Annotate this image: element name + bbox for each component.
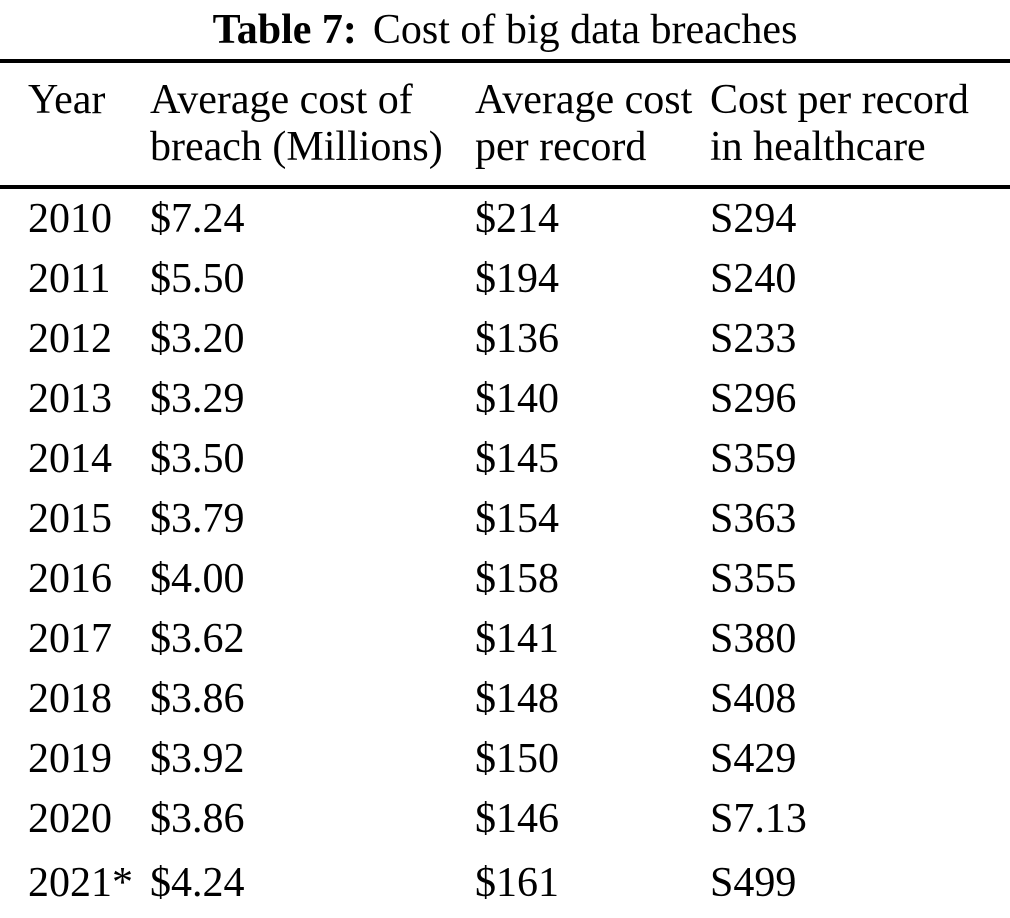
cell-avg-cost-per-record: $150 — [475, 736, 559, 782]
cell-avg-cost-per-record: $194 — [475, 256, 559, 302]
cell-cost-per-record-healthcare: S359 — [710, 436, 797, 482]
header-row: Year Average cost of breach (Millions) A… — [0, 61, 1010, 189]
table-row: 2016 $4.00 $158 S355 — [0, 549, 1010, 609]
cell-avg-cost-per-record: $158 — [475, 556, 559, 602]
cell-avg-cost-per-record: $214 — [475, 196, 559, 242]
cell-year: 2014 — [28, 436, 112, 482]
cell-avg-cost-breach: $3.50 — [150, 436, 245, 482]
cell-year: 2011 — [28, 256, 111, 302]
cell-avg-cost-breach: $4.24 — [150, 860, 245, 906]
table-caption: Table 7: Cost of big data breaches — [0, 0, 1010, 59]
cell-avg-cost-breach: $3.20 — [150, 316, 245, 362]
column-header-cost-per-record-healthcare: Cost per record in healthcare — [710, 61, 1010, 189]
cell-avg-cost-breach: $3.29 — [150, 376, 245, 422]
cell-avg-cost-per-record: $146 — [475, 796, 559, 842]
cell-year: 2015 — [28, 496, 112, 542]
cell-cost-per-record-healthcare: S296 — [710, 376, 797, 422]
cell-cost-per-record-healthcare: S240 — [710, 256, 797, 302]
column-header-year: Year — [0, 61, 150, 189]
table-row: 2013 $3.29 $140 S296 — [0, 369, 1010, 429]
cell-year: 2016 — [28, 556, 112, 602]
cell-avg-cost-breach: $3.86 — [150, 676, 245, 722]
cell-year: 2017 — [28, 616, 112, 662]
table-row: 2021* $4.24 $161 S499 — [0, 849, 1010, 918]
cell-avg-cost-breach: $3.92 — [150, 736, 245, 782]
table-body: 2010 $7.24 $214 S294 2011 $5.50 $194 S240 2012 $3… — [0, 187, 1010, 918]
cell-avg-cost-breach: $5.50 — [150, 256, 245, 302]
data-breach-cost-table: Year Average cost of breach (Millions) A… — [0, 59, 1010, 918]
cell-cost-per-record-healthcare: S429 — [710, 736, 797, 782]
cell-year: 2012 — [28, 316, 112, 362]
cell-avg-cost-breach: $3.79 — [150, 496, 245, 542]
table-row: 2017 $3.62 $141 S380 — [0, 609, 1010, 669]
table-row: 2014 $3.50 $145 S359 — [0, 429, 1010, 489]
cell-avg-cost-per-record: $136 — [475, 316, 559, 362]
column-header-average-cost-of-breach: Average cost of breach (Millions) — [150, 61, 475, 189]
table-row: 2011 $5.50 $194 S240 — [0, 249, 1010, 309]
cell-cost-per-record-healthcare: S499 — [710, 860, 797, 906]
table-row: 2012 $3.20 $136 S233 — [0, 309, 1010, 369]
cell-avg-cost-breach: $4.00 — [150, 556, 245, 602]
cell-avg-cost-per-record: $148 — [475, 676, 559, 722]
cell-avg-cost-breach: $7.24 — [150, 196, 245, 242]
cell-avg-cost-per-record: $161 — [475, 860, 559, 906]
table-row: 2018 $3.86 $148 S408 — [0, 669, 1010, 729]
cell-avg-cost-per-record: $154 — [475, 496, 559, 542]
column-header-average-cost-per-record: Average cost per record — [475, 61, 710, 189]
table-row: 2020 $3.86 $146 S7.13 — [0, 789, 1010, 849]
cell-year: 2013 — [28, 376, 112, 422]
cell-cost-per-record-healthcare: S363 — [710, 496, 797, 542]
cell-avg-cost-per-record: $140 — [475, 376, 559, 422]
cell-year: 2021* — [28, 860, 133, 906]
table-row: 2019 $3.92 $150 S429 — [0, 729, 1010, 789]
cell-year: 2010 — [28, 196, 112, 242]
cell-year: 2019 — [28, 736, 112, 782]
cell-cost-per-record-healthcare: S408 — [710, 676, 797, 722]
cell-cost-per-record-healthcare: S7.13 — [710, 796, 807, 842]
cell-avg-cost-breach: $3.62 — [150, 616, 245, 662]
table-row: 2015 $3.79 $154 S363 — [0, 489, 1010, 549]
cell-avg-cost-breach: $3.86 — [150, 796, 245, 842]
table-caption-text: Cost of big data breaches — [372, 7, 798, 53]
cell-year: 2020 — [28, 796, 112, 842]
cell-cost-per-record-healthcare: S233 — [710, 316, 797, 362]
cell-avg-cost-per-record: $141 — [475, 616, 559, 662]
cell-avg-cost-per-record: $145 — [475, 436, 559, 482]
cell-cost-per-record-healthcare: S294 — [710, 196, 797, 242]
table-caption-label: Table 7: — [212, 7, 357, 53]
cell-cost-per-record-healthcare: S355 — [710, 556, 797, 602]
table-row: 2010 $7.24 $214 S294 — [0, 187, 1010, 249]
cell-year: 2018 — [28, 676, 112, 722]
cell-cost-per-record-healthcare: S380 — [710, 616, 797, 662]
